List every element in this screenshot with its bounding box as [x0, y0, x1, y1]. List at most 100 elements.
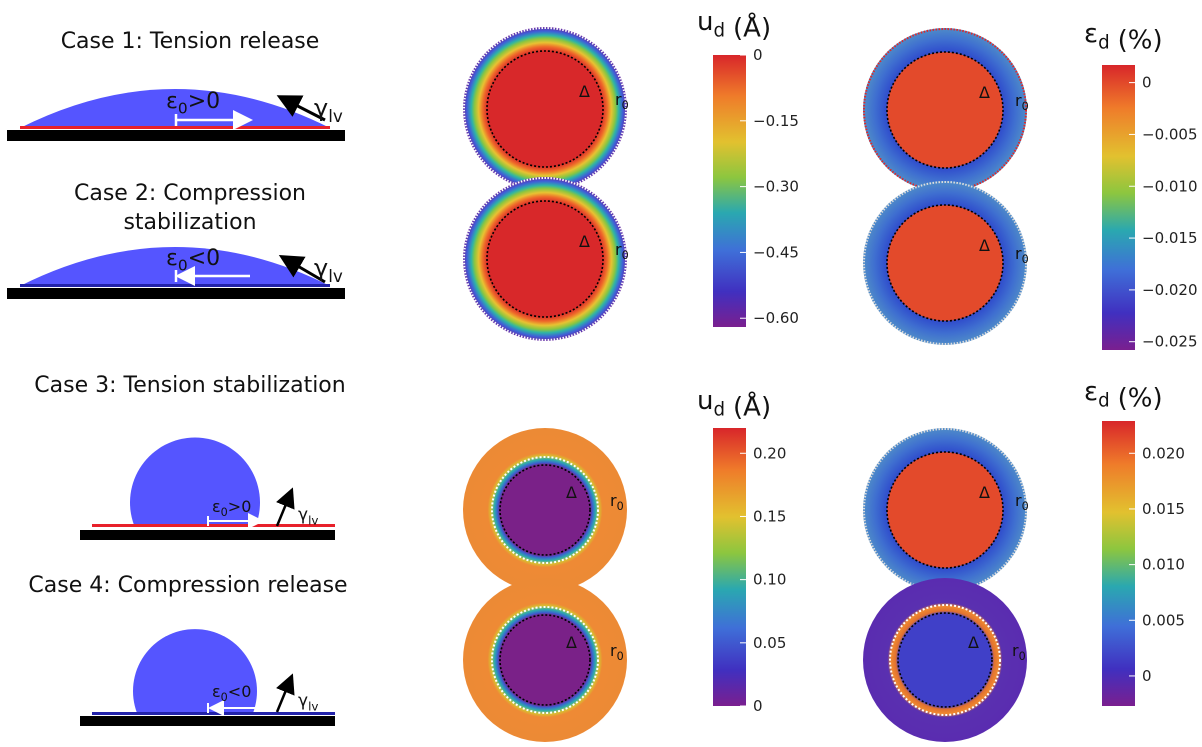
text: <0 [228, 682, 252, 701]
field-map [463, 428, 627, 592]
tick-label: −0.025 [1142, 333, 1198, 351]
label: ε0>0 [212, 497, 251, 519]
tick-label: −0.60 [753, 309, 799, 327]
text: r [1015, 491, 1022, 510]
text: <0 [188, 246, 220, 271]
tick-label: 0.010 [1142, 556, 1185, 574]
case-title: stabilization [123, 210, 256, 235]
subscript: d [713, 400, 725, 421]
tick-label: 0.020 [1142, 444, 1185, 462]
subscript: 0 [178, 100, 188, 118]
text: (%) [1118, 384, 1163, 414]
tick-label: 0 [753, 46, 763, 64]
delta-label: Δ [968, 633, 979, 652]
colorbar [1102, 421, 1135, 706]
tick-label: 0 [1142, 74, 1152, 92]
text: γ [298, 691, 308, 711]
droplet-diagram [7, 247, 345, 299]
text: γ [314, 94, 328, 122]
edge-ring [463, 177, 627, 341]
subscript: 0 [178, 257, 188, 275]
delta-label: Δ [566, 483, 577, 502]
tick-label: 0.15 [753, 507, 786, 525]
text: ε [1084, 19, 1098, 49]
subscript: 0 [622, 99, 629, 112]
case-title: Case 1: Tension release [61, 29, 320, 54]
delta-ring [886, 204, 1004, 322]
label: γlv [314, 254, 343, 286]
tick-label: 0.05 [753, 634, 786, 652]
text: γ [298, 505, 308, 525]
colorbar [713, 55, 746, 327]
colorbar-title: ud (Å) [697, 7, 771, 44]
r0-ring [889, 604, 1001, 716]
label: r0 [615, 90, 629, 112]
subscript: 0 [221, 506, 228, 519]
text: u [697, 386, 713, 416]
tick-label: −0.15 [753, 112, 799, 130]
delta-label: Δ [979, 83, 990, 102]
tick-label: 0.015 [1142, 500, 1185, 518]
subscript: 0 [1022, 100, 1029, 113]
text: ε [212, 682, 221, 701]
text: (Å) [733, 391, 771, 423]
text: r [1015, 91, 1022, 110]
delta-label: Δ [979, 483, 990, 502]
tick-label: 0 [1142, 667, 1152, 685]
colorbar [1102, 65, 1135, 350]
field-map [863, 578, 1027, 742]
edge-ring [863, 181, 1027, 345]
r0-ring [491, 456, 599, 564]
tick-label: −0.45 [753, 243, 799, 261]
tick-label: −0.005 [1142, 125, 1198, 143]
text: r [1015, 244, 1022, 263]
case-title: Case 3: Tension stabilization [34, 373, 345, 398]
subscript: 0 [221, 691, 228, 704]
label: γlv [298, 505, 318, 527]
subscript: 0 [617, 650, 624, 663]
subscript: 0 [1019, 650, 1026, 663]
colorbar-title: ud (Å) [697, 386, 771, 423]
subscript: d [1098, 391, 1110, 412]
delta-label: Δ [579, 82, 590, 101]
label: r0 [610, 641, 624, 663]
tick-label: 0.005 [1142, 611, 1185, 629]
tick-label: −0.010 [1142, 177, 1198, 195]
subscript: 0 [1022, 253, 1029, 266]
r0-ring [491, 606, 599, 714]
tick-label: −0.30 [753, 178, 799, 196]
label: γlv [314, 94, 343, 126]
text: >0 [188, 89, 220, 114]
tick-label: −0.020 [1142, 281, 1198, 299]
tick-label: 0.20 [753, 444, 786, 462]
field-map [463, 578, 627, 742]
tick-label: 0.10 [753, 571, 786, 589]
subscript: lv [308, 699, 318, 713]
delta-ring [486, 200, 604, 318]
subscript: lv [308, 513, 318, 527]
text: ε [1084, 377, 1098, 407]
tick-label: 0 [753, 697, 763, 715]
delta-ring [499, 464, 591, 556]
subscript: 0 [622, 249, 629, 262]
text: ε [212, 497, 221, 516]
case-title: Case 2: Compression [74, 181, 306, 206]
label: ε0<0 [166, 246, 220, 275]
label: γlv [298, 691, 318, 713]
text: ε [166, 89, 178, 114]
label: r0 [1012, 641, 1026, 663]
text: r [610, 491, 617, 510]
text: r [610, 641, 617, 660]
text: (%) [1118, 26, 1163, 56]
colorbar-title: εd (%) [1084, 19, 1163, 56]
subscript: 0 [617, 500, 624, 513]
delta-label: Δ [979, 236, 990, 255]
label: r0 [1015, 91, 1029, 113]
delta-ring [886, 51, 1004, 169]
subscript: d [1098, 33, 1110, 54]
label: ε0>0 [166, 89, 220, 118]
text: >0 [228, 497, 252, 516]
case-title: Case 4: Compression release [28, 573, 347, 598]
delta-ring [897, 612, 993, 708]
